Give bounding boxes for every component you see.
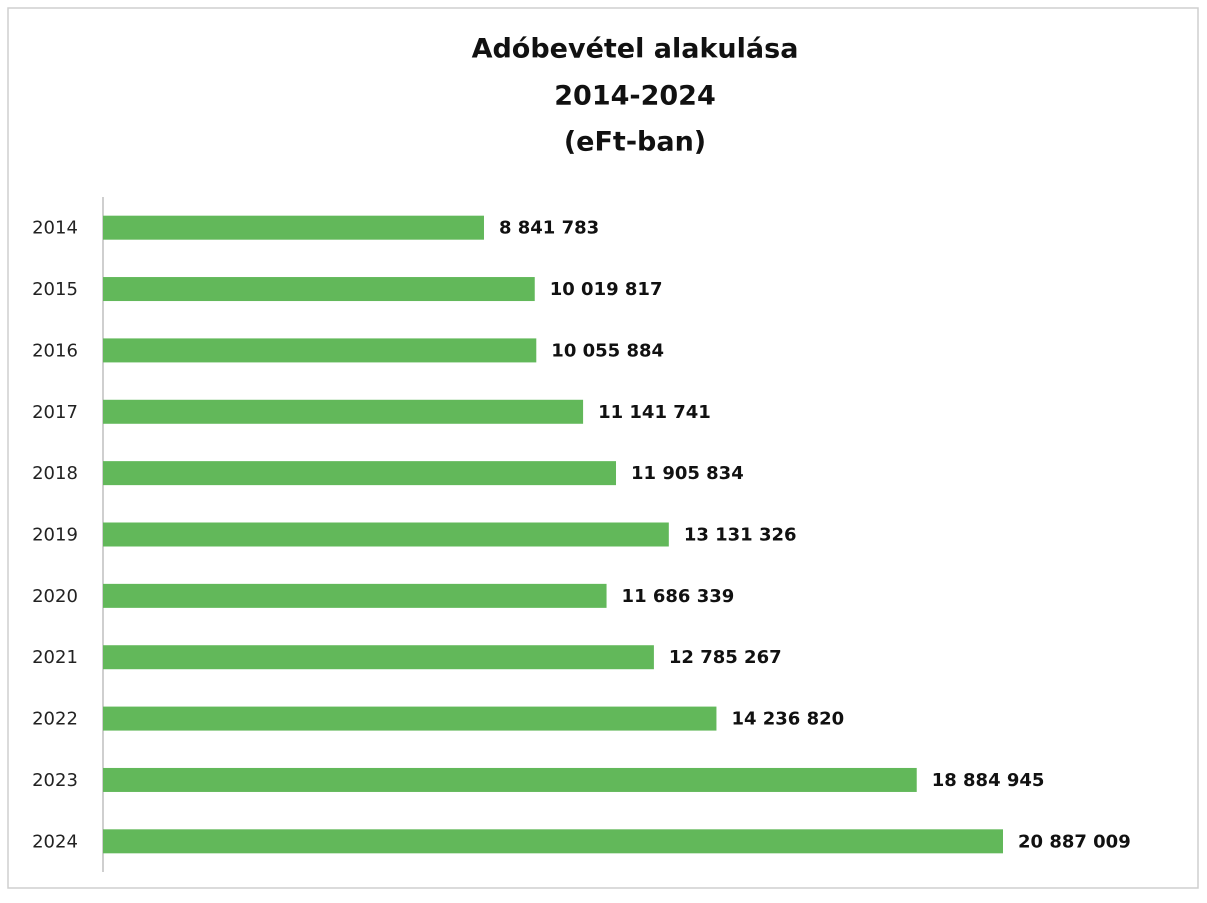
value-label: 10 019 817: [550, 279, 663, 300]
chart-title: 2014-2024: [554, 81, 716, 112]
value-label: 11 141 741: [598, 402, 711, 423]
value-label: 20 887 009: [1018, 831, 1131, 852]
bar: [103, 277, 535, 302]
bar: [103, 338, 537, 363]
bar: [103, 215, 484, 240]
chart-title: (eFt-ban): [564, 127, 706, 158]
value-label: 11 905 834: [631, 463, 744, 484]
value-label: 10 055 884: [551, 340, 664, 361]
y-tick-label: 2016: [32, 340, 78, 361]
y-tick-label: 2023: [32, 770, 78, 791]
y-tick-label: 2020: [32, 586, 78, 607]
bar: [103, 706, 717, 731]
bar: [103, 461, 617, 486]
y-tick-label: 2015: [32, 279, 78, 300]
y-tick-label: 2019: [32, 525, 78, 546]
y-tick-label: 2024: [32, 831, 78, 852]
y-tick-label: 2014: [32, 218, 78, 239]
value-label: 8 841 783: [499, 218, 599, 239]
y-tick-label: 2021: [32, 647, 78, 668]
chart-title: Adóbevétel alakulása: [472, 34, 799, 65]
value-label: 18 884 945: [932, 770, 1045, 791]
value-label: 12 785 267: [669, 647, 782, 668]
y-tick-label: 2017: [32, 402, 78, 423]
bar: [103, 399, 584, 424]
chart-border: [7, 7, 1199, 889]
y-tick-label: 2018: [32, 463, 78, 484]
bar: [103, 583, 607, 608]
bar: [103, 645, 654, 670]
bar: [103, 522, 669, 547]
value-label: 13 131 326: [684, 525, 797, 546]
bar: [103, 829, 1003, 854]
value-label: 11 686 339: [622, 586, 735, 607]
y-tick-label: 2022: [32, 709, 78, 730]
bar: [103, 767, 917, 792]
value-label: 14 236 820: [731, 709, 844, 730]
